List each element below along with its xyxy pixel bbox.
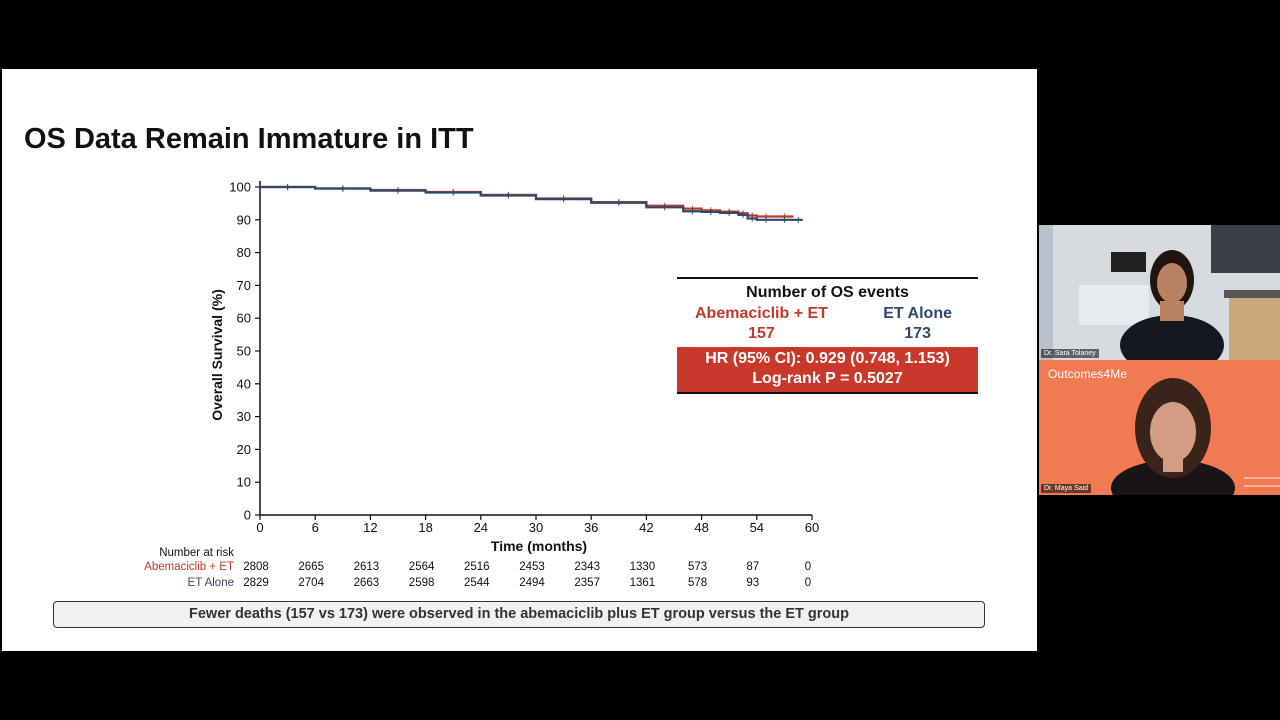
participant-name-2: Dr. Maya Said <box>1041 484 1091 493</box>
os-events-box: Number of OS events Abemaciclib + ET 157… <box>677 277 978 394</box>
x-tick-label: 42 <box>639 520 653 535</box>
y-tick-label: 80 <box>237 245 251 260</box>
arm1-value: 157 <box>748 325 775 342</box>
slide-title: OS Data Remain Immature in ITT <box>24 123 474 155</box>
x-tick-label: 54 <box>750 520 764 535</box>
x-tick-label: 6 <box>312 520 319 535</box>
summary-banner: Fewer deaths (157 vs 173) were observed … <box>53 601 985 628</box>
y-tick-label: 60 <box>237 311 251 326</box>
y-tick-label: 30 <box>237 409 251 424</box>
y-tick-label: 40 <box>237 376 251 391</box>
presentation-slide: OS Data Remain Immature in ITT 0 10 20 30 40… <box>2 69 1037 651</box>
x-tick-label: 60 <box>805 520 819 535</box>
x-tick-label: 12 <box>363 520 377 535</box>
os-events-title: Number of OS events <box>746 284 909 301</box>
y-tick-label: 50 <box>237 344 251 359</box>
x-tick-label: 30 <box>529 520 543 535</box>
x-tick-label: 48 <box>694 520 708 535</box>
survival-chart: 0 10 20 30 40 50 60 70 80 90 100 0 6 12 18 24 30 36 42 48 54… <box>209 180 819 555</box>
x-tick-label: 18 <box>418 520 432 535</box>
participant-video-2[interactable]: Outcomes4Me Dr. Maya Said <box>1039 360 1280 495</box>
participant-video-1[interactable]: Dr. Sara Tolaney <box>1039 225 1280 360</box>
series-line-2 <box>260 185 803 221</box>
y-axis-label: Overall Survival (%) <box>209 289 225 421</box>
y-tick-label: 90 <box>237 212 251 227</box>
arm2-label: ET Alone <box>883 305 952 322</box>
participant-name-1: Dr. Sara Tolaney <box>1041 349 1099 358</box>
x-tick-label: 36 <box>584 520 598 535</box>
y-tick-label: 70 <box>237 278 251 293</box>
y-tick-label: 10 <box>237 475 251 490</box>
y-tick-label: 20 <box>237 442 251 457</box>
y-tick-label: 100 <box>229 180 251 195</box>
arm2-value: 173 <box>904 325 931 342</box>
y-tick-label: 0 <box>244 508 251 523</box>
arm1-label: Abemaciclib + ET <box>695 305 828 322</box>
brand-logo-text: Outcomes4Me <box>1048 367 1128 381</box>
arm2-events: ET Alone 173 <box>883 304 952 344</box>
video-frame-1 <box>1039 225 1280 360</box>
x-tick-label: 0 <box>256 520 263 535</box>
video-frame-2 <box>1039 360 1280 495</box>
hazard-ratio-box: HR (95% CI): 0.929 (0.748, 1.153) Log-ra… <box>677 347 978 392</box>
x-axis-label: Time (months) <box>491 538 587 554</box>
x-tick-label: 24 <box>474 520 488 535</box>
hr-text: HR (95% CI): 0.929 (0.748, 1.153) <box>705 350 950 367</box>
arm1-events: Abemaciclib + ET 157 <box>695 304 828 344</box>
p-value-text: Log-rank P = 0.5027 <box>752 370 903 387</box>
